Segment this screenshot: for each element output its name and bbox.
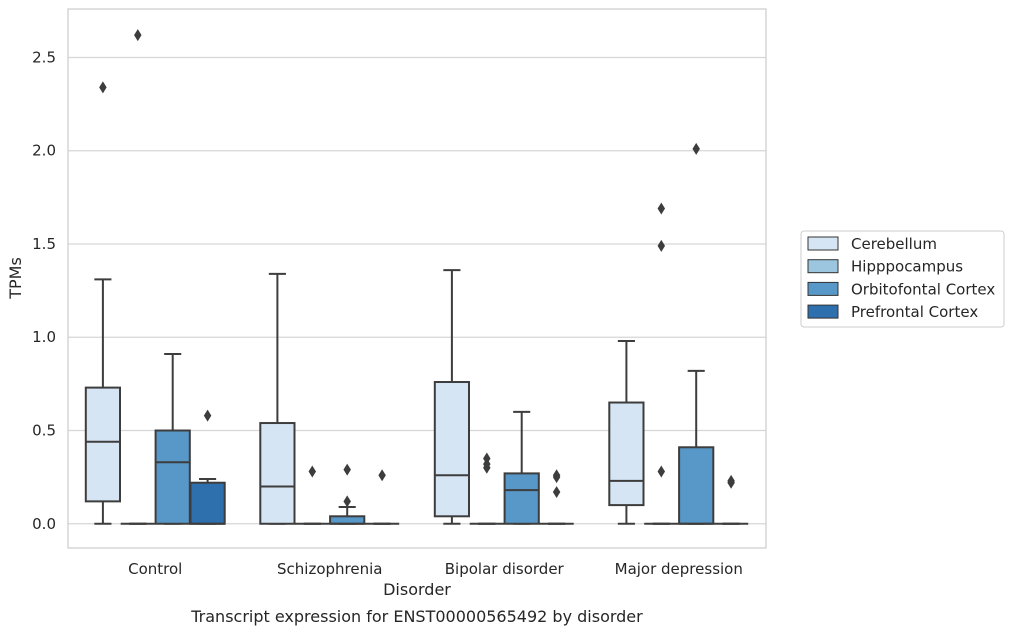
outlier-point bbox=[99, 81, 107, 94]
x-tick-label: Major depression bbox=[615, 560, 743, 578]
legend-label: Cerebellum bbox=[851, 235, 937, 253]
box-group bbox=[503, 410, 540, 525]
legend-label: Orbitofontal Cortex bbox=[851, 280, 995, 298]
box-group bbox=[713, 474, 749, 525]
outlier-point bbox=[343, 495, 351, 508]
box-iqr bbox=[329, 515, 366, 525]
outlier-point bbox=[727, 474, 735, 487]
box-group bbox=[469, 452, 504, 525]
outlier-point bbox=[552, 469, 561, 482]
outlier-point bbox=[203, 409, 212, 422]
box-iqr bbox=[259, 422, 296, 525]
legend-frame bbox=[800, 230, 1005, 328]
legend-swatch bbox=[807, 259, 839, 274]
box-iqr bbox=[84, 386, 122, 503]
box-group bbox=[84, 81, 122, 525]
box-group bbox=[678, 142, 715, 525]
outlier-point bbox=[134, 29, 142, 42]
figure-caption: Transcript expression for ENST0000056549… bbox=[190, 607, 643, 626]
y-tick-label: 2.0 bbox=[32, 142, 56, 160]
box-group bbox=[539, 469, 574, 525]
legend: Cerebellum Hipppocampus Orbitofontal Corte… bbox=[800, 230, 1005, 328]
y-tick-label: 1.5 bbox=[32, 235, 56, 253]
series-hipppocampus bbox=[120, 29, 679, 525]
box-group bbox=[608, 339, 645, 525]
legend-swatch bbox=[807, 281, 839, 296]
x-tick-label: Bipolar disorder bbox=[445, 560, 565, 578]
box-iqr bbox=[678, 446, 715, 525]
y-axis-ticks: 0.0 0.5 1.0 1.5 2.0 2.5 bbox=[32, 48, 56, 532]
legend-label: Hipppocampus bbox=[851, 258, 963, 276]
y-tick-label: 2.5 bbox=[32, 48, 56, 66]
x-axis-ticks: Control Schizophrenia Bipolar disorder Majo… bbox=[128, 560, 743, 578]
box-group bbox=[644, 202, 679, 525]
box-group bbox=[259, 272, 296, 525]
outlier-point bbox=[483, 452, 491, 465]
box-group bbox=[120, 29, 155, 525]
series-orbitofontal-cortex bbox=[154, 142, 715, 525]
x-tick-label: Schizophrenia bbox=[277, 560, 382, 578]
box-iqr bbox=[608, 401, 645, 507]
box-group bbox=[364, 469, 400, 525]
legend-swatch bbox=[807, 236, 839, 251]
x-axis-label: Disorder bbox=[383, 580, 451, 599]
box-iqr bbox=[189, 481, 226, 525]
box-group bbox=[433, 269, 471, 525]
y-axis-label: TPMs bbox=[6, 257, 25, 300]
plot-area-frame bbox=[67, 8, 767, 549]
legend-label: Prefrontal Cortex bbox=[851, 303, 978, 321]
box-group bbox=[189, 409, 226, 525]
box-series bbox=[84, 29, 749, 525]
series-cerebellum bbox=[84, 81, 645, 525]
outlier-point bbox=[657, 239, 666, 252]
y-tick-label: 0.5 bbox=[32, 422, 56, 440]
box-group bbox=[295, 465, 330, 525]
box-group bbox=[154, 353, 191, 525]
x-tick-label: Control bbox=[128, 560, 182, 578]
outlier-point bbox=[552, 486, 561, 499]
y-tick-label: 1.0 bbox=[32, 328, 56, 346]
box-iqr bbox=[433, 381, 471, 518]
series-prefrontal-cortex bbox=[189, 409, 749, 525]
legend-swatch bbox=[807, 304, 839, 319]
outlier-point bbox=[378, 469, 386, 482]
outlier-point bbox=[343, 463, 351, 476]
outlier-point bbox=[657, 465, 666, 478]
outlier-point bbox=[657, 202, 666, 215]
outlier-point bbox=[692, 142, 700, 155]
box-group bbox=[329, 463, 366, 525]
y-tick-label: 0.0 bbox=[32, 515, 56, 533]
outlier-point bbox=[308, 465, 317, 478]
box-iqr bbox=[154, 429, 191, 525]
box-iqr bbox=[503, 472, 540, 525]
